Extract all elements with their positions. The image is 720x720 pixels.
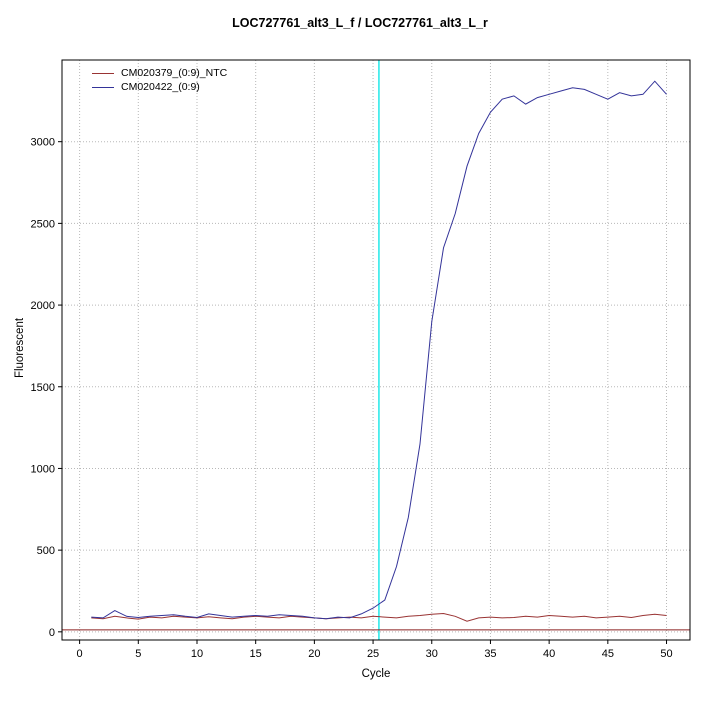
y-tick-label: 3000 — [31, 137, 55, 149]
y-tick-label: 1500 — [31, 382, 55, 394]
x-tick-label: 25 — [367, 648, 379, 660]
legend-item-1: CM020422_(0:9) — [92, 80, 227, 94]
series-line-1 — [91, 80, 667, 620]
x-tick-label: 40 — [543, 648, 555, 660]
series-line-0 — [91, 612, 667, 622]
x-tick-label: 15 — [250, 648, 262, 660]
x-tick-label: 35 — [484, 648, 496, 660]
x-tick-label: 10 — [191, 648, 203, 660]
legend: CM020379_(0:9)_NTC CM020422_(0:9) — [92, 66, 227, 94]
y-tick-label: 2000 — [31, 300, 55, 312]
x-tick-label: 30 — [426, 648, 438, 660]
x-tick-label: 5 — [135, 648, 141, 660]
x-tick-label: 20 — [308, 648, 320, 660]
legend-line-swatch — [92, 86, 114, 88]
y-tick-label: 0 — [49, 627, 55, 639]
y-tick-label: 1000 — [31, 463, 55, 475]
y-tick-label: 2500 — [31, 218, 55, 230]
x-tick-label: 50 — [660, 648, 672, 660]
x-tick-label: 45 — [602, 648, 614, 660]
y-axis-label: Fluorescent — [14, 317, 26, 379]
legend-item-0: CM020379_(0:9)_NTC — [92, 66, 227, 80]
x-tick-label: 0 — [77, 648, 83, 660]
y-tick-label: 500 — [37, 545, 55, 557]
x-axis-label: Cycle — [361, 668, 391, 680]
plot-box — [61, 59, 691, 641]
chart-title: LOC727761_alt3_L_f / LOC727761_alt3_L_r — [232, 16, 488, 30]
legend-label: CM020379_(0:9)_NTC — [121, 67, 228, 79]
legend-line-swatch — [92, 72, 114, 74]
legend-label: CM020422_(0:9) — [121, 81, 200, 93]
